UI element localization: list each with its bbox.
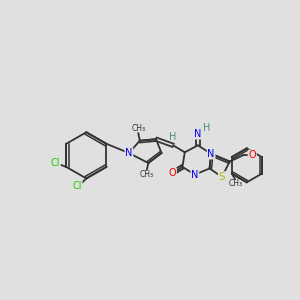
Text: CH₃: CH₃	[229, 178, 243, 188]
Text: N: N	[191, 169, 199, 180]
Text: N: N	[125, 148, 133, 158]
Text: Cl: Cl	[51, 158, 60, 168]
Text: O: O	[248, 150, 256, 160]
Text: N: N	[207, 149, 215, 159]
Text: CH₃: CH₃	[140, 170, 154, 179]
Text: H: H	[169, 132, 176, 142]
Text: S: S	[219, 172, 225, 182]
Text: Cl: Cl	[72, 181, 82, 191]
Text: CH₃: CH₃	[131, 124, 145, 133]
Text: H: H	[203, 123, 210, 134]
Text: N: N	[194, 129, 202, 139]
Text: O: O	[169, 168, 176, 178]
